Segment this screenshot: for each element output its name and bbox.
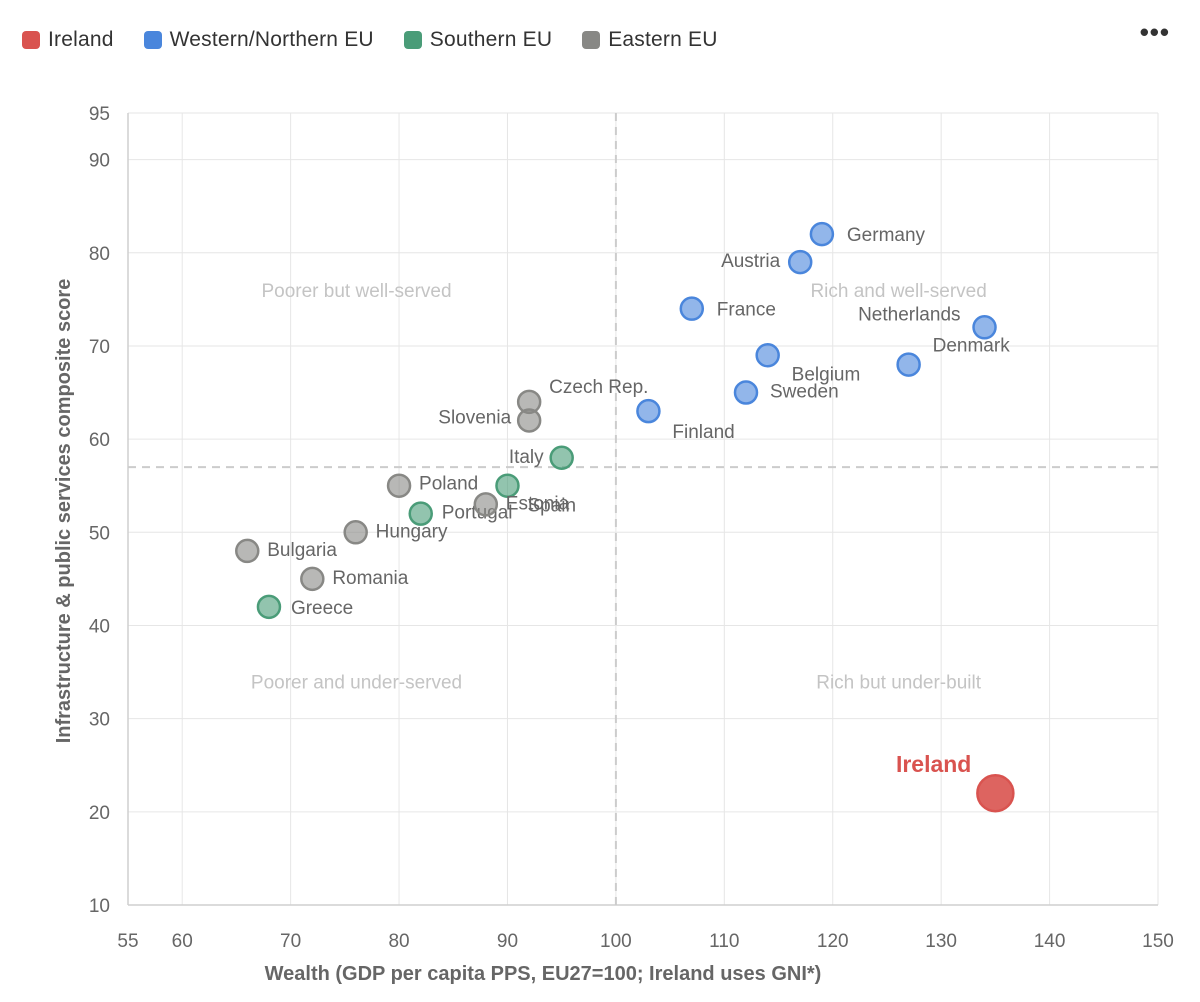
y-tick-label-50: 50 — [89, 523, 110, 544]
point-romania — [300, 566, 325, 592]
y-tick-label-90: 90 — [89, 151, 110, 172]
point-label-hungary: Hungary — [376, 521, 448, 542]
x-tick-label-60: 60 — [172, 931, 193, 952]
legend-label-southern-eu: Southern EU — [429, 28, 553, 51]
chart-legend: Ireland Western/Northern EU Southern EU … — [22, 28, 748, 52]
y-tick-label-30: 30 — [89, 710, 110, 731]
point-austria — [787, 249, 813, 275]
quadrant-label-poorer-but-well-served: Poorer but well-served — [261, 281, 451, 302]
point-denmark — [896, 352, 921, 377]
point-label-czech-rep: Czech Rep. — [549, 377, 648, 398]
point-label-france: France — [717, 300, 776, 321]
x-tick-label-90: 90 — [497, 931, 518, 952]
legend-label-eastern-eu: Eastern EU — [608, 28, 718, 51]
point-bulgaria — [235, 538, 260, 564]
point-label-sweden: Sweden — [770, 382, 839, 403]
point-france — [679, 296, 705, 321]
x-tick-label-130: 130 — [925, 931, 957, 952]
point-italy — [549, 445, 574, 471]
legend-swatch-eastern-eu — [582, 31, 601, 49]
y-tick-label-70: 70 — [89, 337, 110, 358]
x-tick-label-100: 100 — [600, 931, 632, 952]
point-label-finland: Finland — [672, 422, 734, 443]
point-spain — [495, 473, 520, 498]
legend-item-ireland[interactable]: Ireland — [22, 28, 114, 52]
point-label-romania: Romania — [332, 568, 408, 589]
quadrant-label-poorer-and-under-served: Poorer and under-served — [251, 672, 462, 693]
x-tick-label-150: 150 — [1142, 931, 1174, 952]
point-label-germany: Germany — [847, 225, 926, 246]
legend-swatch-southern-eu — [403, 31, 422, 49]
point-label-italy: Italy — [509, 447, 544, 468]
y-tick-label-10: 10 — [89, 896, 110, 917]
point-label-slovenia: Slovenia — [438, 407, 511, 428]
legend-label-western-northern-eu: Western/Northern EU — [169, 28, 374, 51]
y-tick-label-95: 95 — [89, 104, 110, 125]
point-label-greece: Greece — [291, 598, 353, 619]
legend-swatch-western-northern-eu — [143, 31, 162, 49]
legend-item-southern-eu[interactable]: Southern EU — [403, 28, 553, 52]
point-finland — [636, 398, 661, 424]
y-axis-title: Infrastructure & public services composi… — [53, 279, 75, 744]
x-tick-label-70: 70 — [280, 931, 301, 952]
legend-item-eastern-eu[interactable]: Eastern EU — [582, 28, 717, 52]
more-options-icon[interactable]: ••• — [1139, 17, 1170, 47]
legend-item-western-northern-eu[interactable]: Western/Northern EU — [143, 28, 374, 52]
point-label-bulgaria: Bulgaria — [267, 540, 337, 561]
point-slovenia — [516, 408, 542, 433]
point-label-spain: Spain — [527, 496, 576, 517]
point-label-netherlands: Netherlands — [858, 304, 960, 325]
point-label-estonia: Estonia — [506, 493, 570, 514]
y-tick-label-80: 80 — [89, 244, 110, 265]
quadrant-label-rich-but-under-built: Rich but under-built — [816, 672, 981, 693]
point-poland — [386, 473, 412, 498]
x-tick-label-55: 55 — [117, 931, 138, 952]
x-tick-label-80: 80 — [388, 931, 409, 952]
x-tick-label-110: 110 — [709, 931, 739, 952]
point-greece — [256, 594, 282, 620]
legend-label-ireland: Ireland — [48, 28, 114, 51]
point-label-poland: Poland — [419, 474, 478, 495]
point-label-austria: Austria — [721, 251, 781, 272]
point-portugal — [408, 501, 433, 526]
point-ireland — [976, 773, 1015, 813]
point-sweden — [733, 380, 759, 405]
y-tick-label-60: 60 — [89, 430, 110, 451]
point-hungary — [343, 520, 368, 545]
quadrant-label-rich-and-well-served: Rich and well-served — [810, 281, 986, 302]
point-label-denmark: Denmark — [933, 336, 1011, 357]
point-belgium — [755, 343, 780, 368]
y-tick-label-20: 20 — [89, 803, 110, 824]
point-label-belgium: Belgium — [792, 364, 861, 385]
x-tick-label-120: 120 — [817, 931, 849, 952]
point-estonia — [473, 492, 499, 517]
legend-swatch-ireland — [22, 31, 40, 49]
x-axis-title: Wealth (GDP per capita PPS, EU27=100; Ir… — [265, 963, 822, 985]
point-netherlands — [972, 315, 997, 340]
point-label-ireland: Ireland — [896, 751, 971, 777]
x-tick-label-140: 140 — [1034, 931, 1066, 952]
y-tick-label-40: 40 — [89, 616, 110, 637]
point-germany — [809, 221, 835, 247]
